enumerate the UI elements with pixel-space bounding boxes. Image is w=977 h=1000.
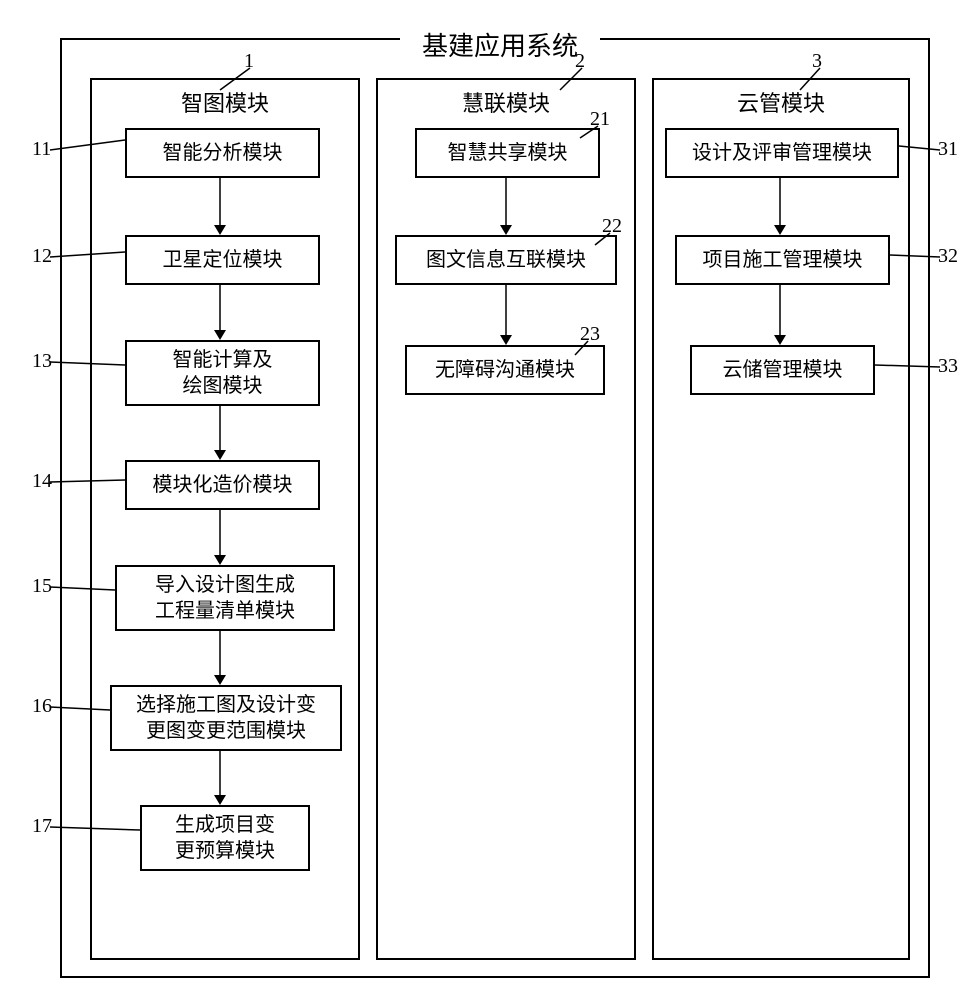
ref-label-33: 33 <box>938 355 958 378</box>
system-title: 基建应用系统 <box>400 26 600 63</box>
column-box-col2 <box>376 78 636 960</box>
module-label-m17: 生成项目变 更预算模块 <box>175 812 275 864</box>
module-label-m14: 模块化造价模块 <box>153 472 293 498</box>
ref-label-16: 16 <box>32 695 52 718</box>
module-box-m17: 生成项目变 更预算模块 <box>140 805 310 871</box>
column-box-col3 <box>652 78 910 960</box>
module-box-m23: 无障碍沟通模块 <box>405 345 605 395</box>
module-box-m22: 图文信息互联模块 <box>395 235 617 285</box>
ref-label-21: 21 <box>590 108 610 131</box>
ref-label-23: 23 <box>580 323 600 346</box>
module-label-m15: 导入设计图生成 工程量清单模块 <box>155 572 295 624</box>
module-label-m23: 无障碍沟通模块 <box>435 357 575 383</box>
module-label-m11: 智能分析模块 <box>163 140 283 166</box>
column-title-col1: 智图模块 <box>90 86 360 118</box>
diagram-canvas: 基建应用系统智图模块 1 智能分析模块 11 卫星定位模块 12 智能计算及 绘图模块 13 模… <box>20 20 957 980</box>
module-box-m31: 设计及评审管理模块 <box>665 128 899 178</box>
module-box-m13: 智能计算及 绘图模块 <box>125 340 320 406</box>
module-label-m12: 卫星定位模块 <box>163 247 283 273</box>
ref-label-2: 2 <box>575 50 585 73</box>
module-box-m14: 模块化造价模块 <box>125 460 320 510</box>
module-label-m33: 云储管理模块 <box>723 357 843 383</box>
module-label-m31: 设计及评审管理模块 <box>692 140 872 166</box>
ref-label-11: 11 <box>32 138 51 161</box>
ref-label-17: 17 <box>32 815 52 838</box>
module-box-m32: 项目施工管理模块 <box>675 235 890 285</box>
ref-label-22: 22 <box>602 215 622 238</box>
module-label-m13: 智能计算及 绘图模块 <box>173 347 273 399</box>
column-title-col3: 云管模块 <box>652 86 910 118</box>
ref-label-14: 14 <box>32 470 52 493</box>
module-label-m32: 项目施工管理模块 <box>703 247 863 273</box>
ref-label-1: 1 <box>244 50 254 73</box>
ref-label-12: 12 <box>32 245 52 268</box>
ref-label-32: 32 <box>938 245 958 268</box>
module-box-m33: 云储管理模块 <box>690 345 875 395</box>
module-label-m16: 选择施工图及设计变 更图变更范围模块 <box>136 692 316 744</box>
ref-label-3: 3 <box>812 50 822 73</box>
module-box-m15: 导入设计图生成 工程量清单模块 <box>115 565 335 631</box>
ref-label-15: 15 <box>32 575 52 598</box>
module-label-m21: 智慧共享模块 <box>448 140 568 166</box>
module-box-m21: 智慧共享模块 <box>415 128 600 178</box>
ref-label-13: 13 <box>32 350 52 373</box>
module-box-m16: 选择施工图及设计变 更图变更范围模块 <box>110 685 342 751</box>
module-box-m11: 智能分析模块 <box>125 128 320 178</box>
module-label-m22: 图文信息互联模块 <box>426 247 586 273</box>
module-box-m12: 卫星定位模块 <box>125 235 320 285</box>
ref-label-31: 31 <box>938 138 958 161</box>
